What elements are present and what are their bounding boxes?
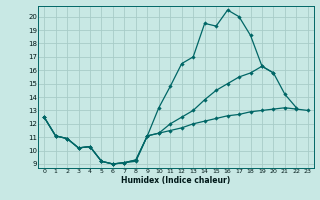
X-axis label: Humidex (Indice chaleur): Humidex (Indice chaleur) [121, 176, 231, 185]
